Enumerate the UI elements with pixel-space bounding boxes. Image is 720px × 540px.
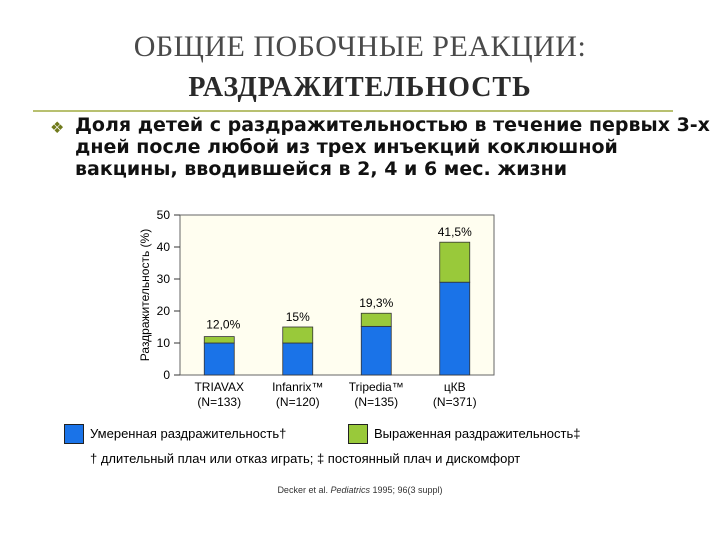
bar-moderate: [203, 342, 235, 376]
y-tick-label: 10: [157, 336, 171, 350]
y-axis-label: Раздражительность (%): [138, 229, 152, 361]
bar-total-label: 19,3%: [359, 296, 393, 310]
x-tick-label: цКВ: [444, 380, 466, 394]
bar-severe: [282, 326, 314, 344]
y-tick-label: 20: [157, 304, 171, 318]
slide-subtitle: Доля детей с раздражительностью в течени…: [75, 114, 710, 180]
y-tick-label: 40: [157, 240, 171, 254]
bar-severe: [439, 241, 471, 283]
reference-journal: Pediatrics: [330, 485, 370, 495]
reference: Decker et al. Pediatrics 1995; 96(3 supp…: [0, 485, 720, 495]
bar-total-label: 15%: [286, 310, 310, 324]
x-tick-n-label: (N=120): [276, 395, 320, 409]
legend-swatch-severe: [348, 424, 368, 444]
x-tick-n-label: (N=371): [433, 395, 477, 409]
bar-moderate: [282, 342, 314, 376]
legend-label-severe: Выраженная раздражительность‡: [374, 426, 581, 441]
legend-label-moderate: Умеренная раздражительность†: [90, 426, 287, 441]
x-tick-n-label: (N=133): [197, 395, 241, 409]
bar-moderate: [360, 325, 392, 376]
title-divider: [33, 110, 673, 112]
bar-severe: [203, 336, 235, 344]
slide-title-line2: РАЗДРАЖИТЕЛЬНОСТЬ: [188, 72, 532, 103]
y-tick-label: 50: [157, 208, 171, 222]
y-tick-label: 0: [163, 368, 170, 382]
bar-total-label: 12,0%: [206, 318, 240, 332]
irritability-bar-chart: 0 10 20 30 40 50 Раздражительность (%) 12,0% TRI…: [138, 208, 495, 409]
legend-swatch-moderate: [64, 424, 84, 444]
bar-moderate: [439, 281, 471, 376]
footnote: † длительный плач или отказ играть; ‡ по…: [90, 451, 521, 466]
reference-details: 1995; 96(3 suppl): [369, 485, 443, 495]
y-tick-label: 30: [157, 272, 171, 286]
x-tick-label: Tripedia™: [349, 380, 404, 394]
diamond-bullet-icon: ❖: [50, 120, 65, 137]
bar-total-label: 41,5%: [438, 225, 472, 239]
x-tick-n-label: (N=135): [354, 395, 398, 409]
x-tick-label: TRIAVAX: [194, 380, 244, 394]
bar-severe: [360, 312, 392, 327]
x-tick-label: Infanrix™: [272, 380, 323, 394]
slide-title-line1: ОБЩИЕ ПОБОЧНЫЕ РЕАКЦИИ:: [133, 30, 587, 63]
reference-authors: Decker et al.: [277, 485, 331, 495]
